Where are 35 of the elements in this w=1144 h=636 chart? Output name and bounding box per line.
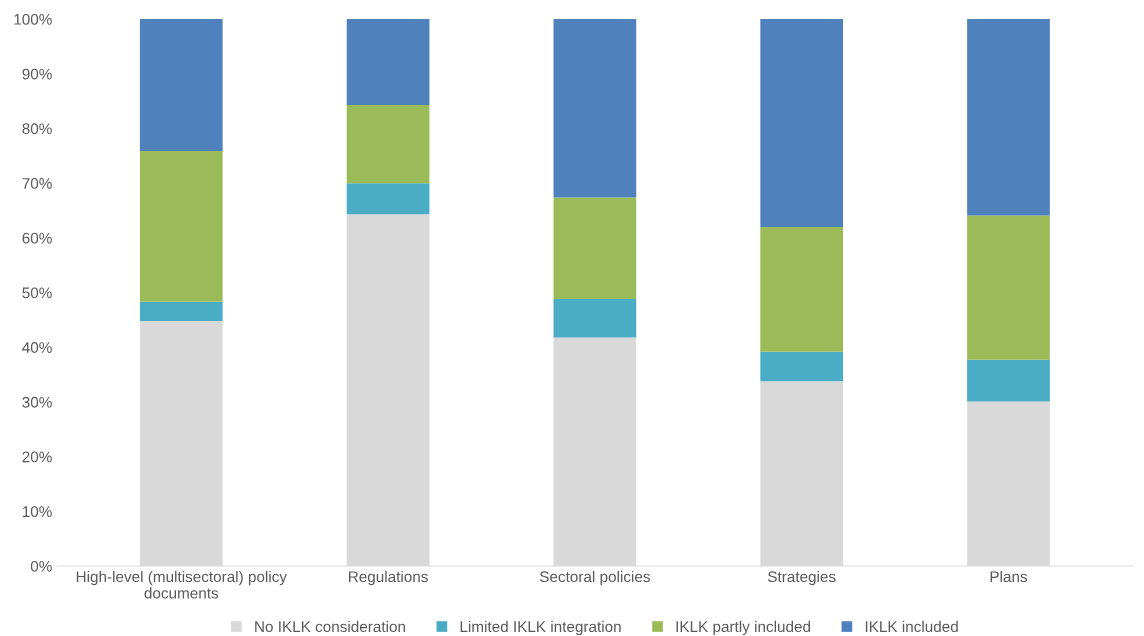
- x-tick-label: Plans: [990, 570, 1028, 583]
- y-tick-label: 60%: [22, 232, 52, 244]
- legend-label: No IKLK consideration: [255, 620, 405, 633]
- legend-label: IKLK included: [865, 620, 958, 633]
- bar: [346, 183, 430, 215]
- y-tick-label: 20%: [22, 451, 52, 463]
- bar: [760, 226, 844, 352]
- y-tick-label: 80%: [22, 123, 52, 135]
- bar: [346, 104, 430, 184]
- y-tick-label: 70%: [22, 178, 52, 189]
- y-tick-label: 90%: [22, 68, 52, 80]
- y-tick-label: 50%: [22, 287, 52, 299]
- x-tick-label: Sectoral policies: [539, 570, 650, 586]
- bar: [553, 19, 637, 198]
- x-tick-label: Regulations: [348, 570, 428, 586]
- bar: [553, 197, 637, 300]
- legend-label: Limited IKLK integration: [460, 620, 621, 636]
- bar: [760, 19, 844, 227]
- y-tick-label: 100%: [14, 13, 52, 25]
- y-tick-label: 30%: [22, 396, 52, 408]
- bar: [346, 19, 430, 105]
- y-tick-label: 0%: [30, 560, 52, 572]
- legend-label: IKLK partly included: [676, 620, 810, 636]
- x-tick-label: Strategies: [767, 570, 836, 586]
- bar: [760, 351, 844, 382]
- bar: [139, 19, 223, 151]
- bar: [139, 150, 223, 302]
- bar: [967, 215, 1050, 360]
- y-tick-label: 10%: [22, 506, 52, 518]
- bar: [967, 19, 1050, 216]
- x-tick-label: High-level (multisectoral) policy documents: [76, 570, 287, 599]
- bar: [553, 299, 637, 338]
- bar: [139, 301, 223, 321]
- bar: [967, 359, 1050, 402]
- y-tick-label: 40%: [22, 342, 52, 353]
